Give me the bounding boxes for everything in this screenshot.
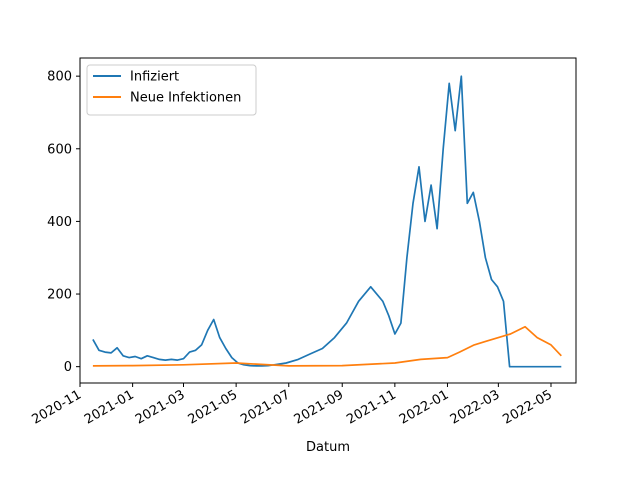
series-line-infiziert xyxy=(92,75,562,368)
y-tick-label: 200 xyxy=(47,288,72,303)
y-tick-label: 800 xyxy=(47,70,72,85)
series-line-neue-infektionen xyxy=(92,325,562,367)
legend: Infiziert Neue Infektionen xyxy=(86,64,257,116)
y-tick-label: 600 xyxy=(47,142,72,157)
legend-label-neue-infektionen: Neue Infektionen xyxy=(130,91,241,106)
legend-label-infiziert: Infiziert xyxy=(130,70,179,85)
series-lines xyxy=(92,75,562,368)
x-axis-label: Datum xyxy=(306,440,350,455)
y-axis-ticks: 0 200 400 600 800 xyxy=(47,70,80,375)
y-tick-label: 0 xyxy=(64,360,72,375)
plot-frame xyxy=(79,57,577,384)
legend-box xyxy=(86,64,257,116)
y-tick-label: 400 xyxy=(47,215,72,230)
